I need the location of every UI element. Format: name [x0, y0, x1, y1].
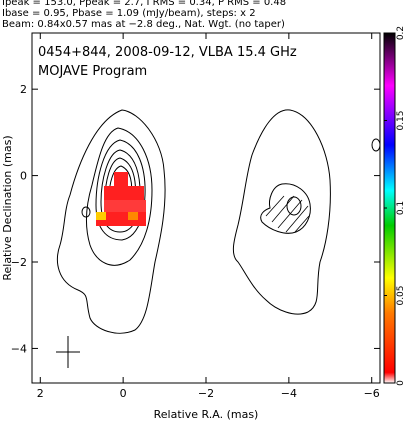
y-tick-label: 2 [20, 83, 27, 96]
pol-contour-core [286, 196, 302, 216]
header-line-1: Ipeak = 153.0, Ppeak = 2.7, I RMS = 0.34… [2, 0, 287, 8]
contour-small-blob [81, 206, 91, 218]
plot-frame [31, 32, 381, 384]
contour-level-1 [56, 109, 166, 334]
contour-level-2 [85, 127, 153, 266]
plot-subtitle: MOJAVE Program [38, 64, 147, 79]
y-tick-label: 0 [20, 170, 27, 183]
colorbar-tick-label: 0.05 [396, 285, 406, 305]
x-tick-label: 2 [37, 387, 44, 400]
header-line-2: Ibase = 0.95, Pbase = 1.09 (mJy/beam), s… [2, 8, 256, 19]
y-axis-label: Relative Declination (mas) [1, 135, 14, 280]
pol-intensity-contours [232, 109, 331, 315]
pol-contour-inner [260, 183, 311, 234]
pol-hatch [265, 195, 310, 233]
header-line-3: Beam: 0.84x0.57 mas at −2.8 deg., Nat. W… [2, 19, 285, 30]
edge-marker [371, 138, 381, 152]
colorbar-tick-label: 0.15 [396, 110, 406, 130]
axes: 2 0 −2 −4 −6 2 0 −2 −4 [11, 33, 380, 400]
colorbar-tick-label: 0.1 [396, 201, 406, 215]
contour-level-4 [100, 149, 141, 233]
x-tick-label: −4 [281, 387, 297, 400]
x-tick-label: −6 [364, 387, 380, 400]
colorbar-tick-label: 0 [396, 380, 406, 386]
plot-title: 0454+844, 2008-09-12, VLBA 15.4 GHz [38, 45, 297, 60]
contour-level-3 [95, 139, 146, 241]
x-tick-label: −2 [198, 387, 214, 400]
beam-marker [56, 336, 80, 368]
colorbar-tick-label: 0.2 [396, 26, 406, 40]
y-tick-label: −4 [11, 342, 27, 355]
pol-contour-outer [232, 109, 331, 315]
x-axis-label: Relative R.A. (mas) [154, 408, 259, 421]
polarization-pixels [96, 172, 146, 226]
x-tick-label: 0 [120, 387, 127, 400]
y-tick-label: −2 [11, 256, 27, 269]
colorbar-ticks: 0 0.05 0.1 0.15 0.2 [384, 26, 406, 386]
